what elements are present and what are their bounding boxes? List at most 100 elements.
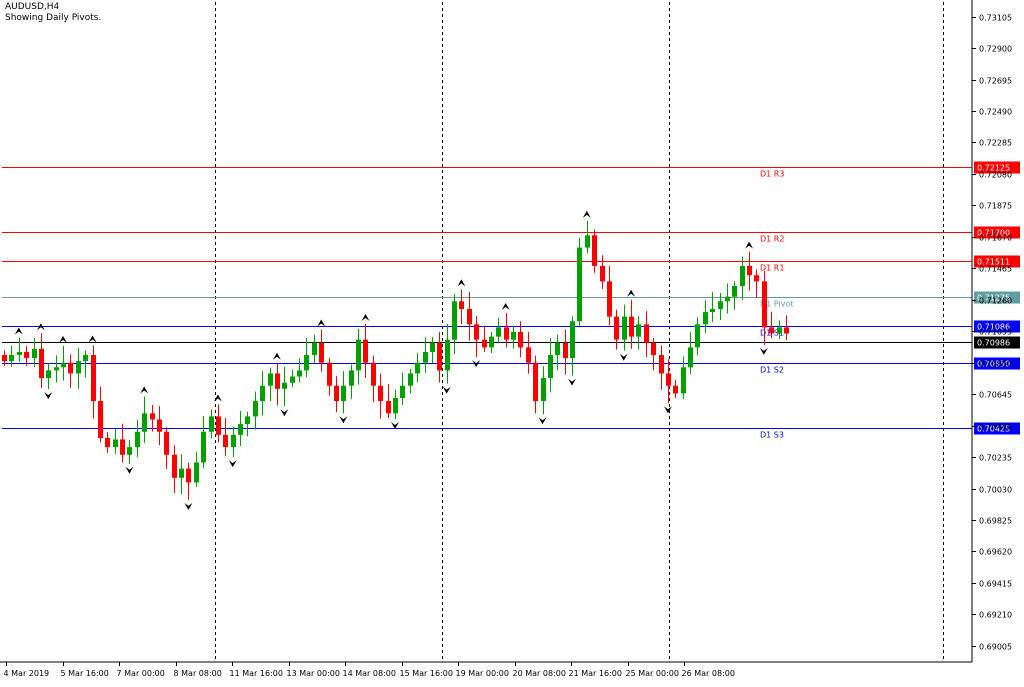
fractal-up-arrow bbox=[272, 352, 281, 360]
bullish-candle bbox=[400, 385, 405, 398]
fractal-up-arrow bbox=[213, 394, 222, 402]
bearish-candle bbox=[533, 362, 538, 402]
bearish-candle bbox=[592, 235, 597, 266]
pivot-price-label: 0.71700 bbox=[977, 229, 1010, 238]
bearish-candle bbox=[629, 316, 634, 337]
y-tick-label: 0.72080 bbox=[979, 171, 1012, 180]
bullish-candle bbox=[548, 355, 553, 379]
bearish-candle bbox=[334, 385, 339, 402]
bearish-candle bbox=[474, 324, 479, 340]
pivot-price-label: 0.70425 bbox=[977, 425, 1010, 434]
y-tick-label: 0.73105 bbox=[979, 14, 1012, 23]
y-tick-label: 0.71875 bbox=[979, 202, 1012, 211]
bullish-candle bbox=[423, 351, 428, 363]
fractal-down-arrow bbox=[442, 386, 451, 394]
bullish-candle bbox=[142, 413, 147, 432]
bearish-candle bbox=[98, 401, 103, 438]
bearish-candle bbox=[68, 362, 73, 374]
bullish-candle bbox=[415, 362, 420, 374]
pivot-price-box bbox=[974, 291, 1020, 304]
bearish-candle bbox=[91, 355, 96, 402]
bullish-candle bbox=[452, 301, 457, 340]
pivot-name-label: D1 R3 bbox=[760, 170, 784, 179]
bearish-candle bbox=[371, 362, 376, 386]
bullish-candle bbox=[636, 324, 641, 337]
fractal-up-arrow bbox=[361, 314, 370, 322]
y-tick-label: 0.72490 bbox=[979, 108, 1012, 117]
bullish-candle bbox=[304, 355, 309, 371]
bullish-candle bbox=[253, 401, 258, 417]
y-tick-label: 0.71055 bbox=[979, 328, 1012, 337]
bullish-candle bbox=[393, 398, 398, 414]
bearish-candle bbox=[378, 385, 383, 402]
bullish-candle bbox=[688, 347, 693, 368]
bullish-candle bbox=[268, 373, 273, 386]
fractal-down-arrow bbox=[280, 409, 289, 417]
bearish-candle bbox=[607, 281, 612, 317]
bearish-candle bbox=[673, 385, 678, 394]
bullish-candle bbox=[46, 370, 51, 379]
bullish-candle bbox=[245, 416, 250, 425]
bullish-candle bbox=[282, 382, 287, 389]
symbol-title: AUDUSD,H4 bbox=[5, 2, 60, 12]
pivot-name-label: D1 R1 bbox=[760, 264, 784, 273]
fractal-down-arrow bbox=[619, 353, 628, 361]
bullish-candle bbox=[9, 355, 14, 362]
bearish-candle bbox=[275, 373, 280, 389]
bullish-candle bbox=[489, 336, 494, 348]
bullish-candle bbox=[201, 431, 206, 463]
fractal-down-arrow bbox=[228, 460, 237, 468]
pivot-price-box bbox=[974, 422, 1020, 435]
pivot-price-box bbox=[974, 357, 1020, 370]
fractal-down-arrow bbox=[391, 422, 399, 430]
bullish-candle bbox=[681, 367, 686, 394]
bullish-candle bbox=[312, 342, 317, 356]
bullish-candle bbox=[194, 462, 199, 483]
fractal-down-arrow bbox=[125, 466, 134, 474]
bullish-candle bbox=[135, 431, 140, 448]
x-tick-label: 8 Mar 08:00 bbox=[174, 669, 222, 678]
y-tick-label: 0.70850 bbox=[979, 360, 1012, 369]
bullish-candle bbox=[511, 332, 516, 340]
bullish-candle bbox=[54, 367, 59, 371]
bearish-candle bbox=[186, 468, 191, 483]
bullish-candle bbox=[290, 376, 295, 383]
bearish-candle bbox=[518, 332, 523, 348]
bearish-candle bbox=[614, 316, 619, 340]
pivot-name-label: D1 R2 bbox=[760, 235, 784, 244]
fractal-down-arrow bbox=[184, 502, 193, 510]
bullish-candle bbox=[718, 301, 723, 309]
y-tick-label: 0.69825 bbox=[979, 517, 1012, 526]
pivot-price-label: 0.71275 bbox=[977, 294, 1010, 303]
fractal-down-arrow bbox=[568, 378, 577, 386]
bearish-candle bbox=[504, 327, 509, 340]
bullish-candle bbox=[76, 361, 81, 374]
y-tick-label: 0.70440 bbox=[979, 423, 1012, 432]
bullish-candle bbox=[570, 321, 575, 359]
fractal-up-arrow bbox=[88, 335, 97, 343]
bullish-candle bbox=[496, 327, 501, 337]
bullish-candle bbox=[209, 416, 214, 432]
x-tick-label: 20 Mar 08:00 bbox=[513, 669, 566, 678]
bearish-candle bbox=[2, 355, 7, 362]
bullish-candle bbox=[430, 342, 435, 352]
bearish-candle bbox=[526, 347, 531, 363]
pivot-name-label: D1 S2 bbox=[760, 366, 784, 375]
fractal-down-arrow bbox=[759, 347, 768, 355]
y-tick-label: 0.72900 bbox=[979, 45, 1012, 54]
bullish-candle bbox=[445, 339, 450, 371]
fractal-up-arrow bbox=[745, 241, 754, 249]
bearish-candle bbox=[762, 281, 767, 328]
pivot-price-box bbox=[974, 226, 1020, 239]
fractal-up-arrow bbox=[59, 335, 68, 343]
bullish-candle bbox=[179, 468, 184, 478]
pivot-price-box bbox=[974, 161, 1020, 174]
bearish-candle bbox=[327, 362, 332, 386]
pivot-price-box bbox=[974, 255, 1020, 268]
bearish-candle bbox=[459, 301, 464, 309]
x-tick-label: 5 Mar 16:00 bbox=[61, 669, 109, 678]
bullish-candle bbox=[725, 296, 730, 302]
bullish-candle bbox=[695, 324, 700, 348]
